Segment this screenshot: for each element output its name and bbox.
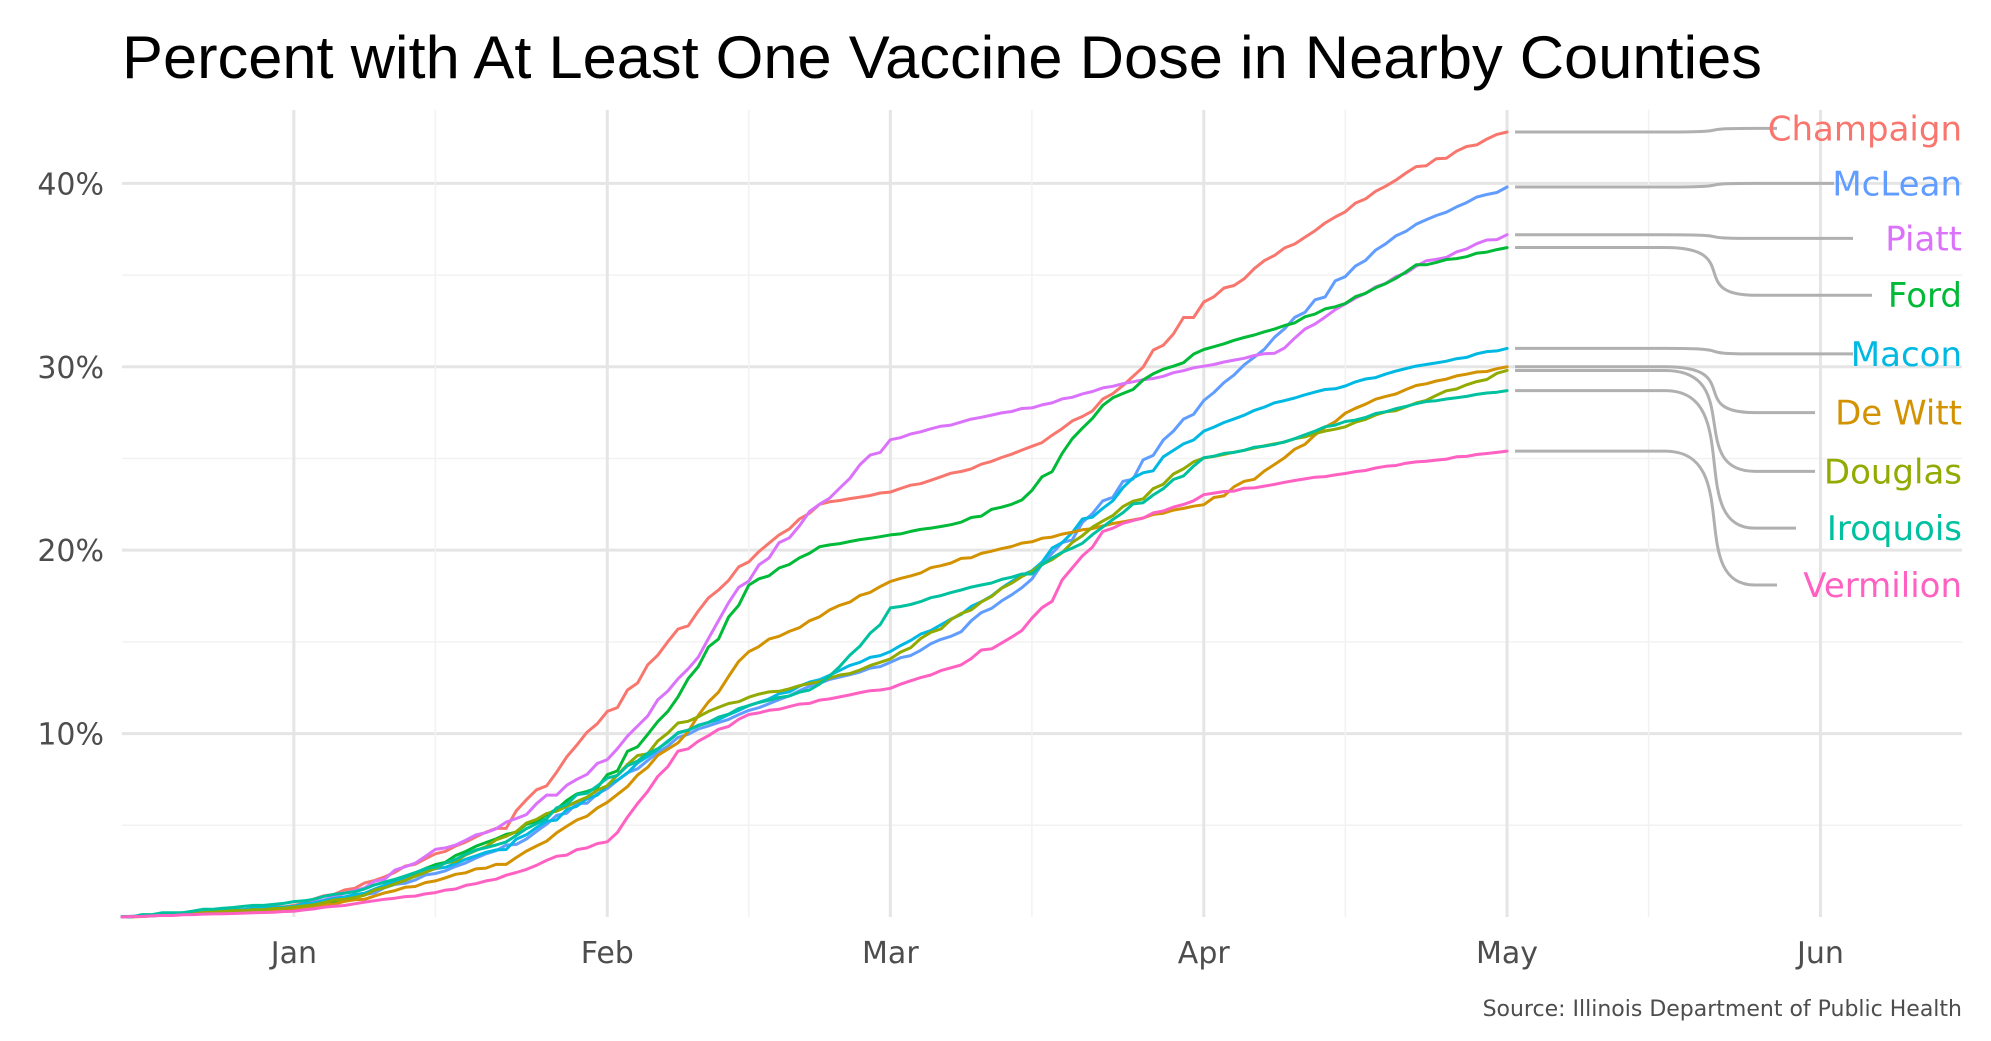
leader-line (1515, 346, 1853, 356)
leader-line (1515, 233, 1853, 240)
source-note: Source: Illinois Department of Public He… (1483, 997, 1962, 1022)
leader-line (1515, 246, 1872, 297)
series-line-vermilion (120, 449, 1509, 919)
x-tick-label: Apr (1178, 936, 1231, 971)
series-label: Ford (1888, 276, 1962, 316)
series-line-douglas (120, 368, 1509, 919)
leader-line (1515, 181, 1834, 189)
x-tick-label: May (1476, 936, 1538, 971)
leader-line (1515, 449, 1777, 587)
series-label: McLean (1832, 164, 1962, 204)
series-line-macon (120, 346, 1509, 919)
y-tick-label: 30% (37, 351, 104, 386)
series-line-champaign (120, 130, 1509, 919)
series-labels: Champaign McLean Piatt Ford Macon De Witt Doug… (1768, 109, 1962, 606)
chart-title: Percent with At Least One Vaccine Dose i… (122, 24, 1762, 91)
label-leader-lines (1515, 126, 1872, 587)
series-lines (120, 130, 1509, 919)
leader-line (1515, 126, 1777, 134)
x-tick-label: Jan (269, 936, 317, 971)
x-tick-label: Jun (1795, 936, 1844, 971)
y-tick-label: 40% (37, 167, 104, 202)
series-label: Piatt (1885, 219, 1962, 259)
leader-line (1515, 389, 1796, 530)
gridlines (122, 110, 1962, 917)
series-label: Macon (1851, 335, 1962, 375)
series-line-ford (120, 246, 1509, 919)
series-label: Vermilion (1803, 566, 1962, 606)
series-label: De Witt (1835, 394, 1962, 434)
x-tick-label: Mar (862, 936, 919, 971)
series-label: Douglas (1824, 452, 1962, 492)
leader-line (1515, 365, 1815, 415)
series-line-piatt (120, 233, 1509, 919)
x-axis-tick-labels: Jan Feb Mar Apr May Jun (269, 936, 1844, 971)
series-line-mclean (120, 185, 1509, 919)
y-tick-label: 10% (37, 718, 104, 753)
series-label: Iroquois (1827, 509, 1962, 549)
y-tick-label: 20% (37, 534, 104, 569)
series-line-iroquois (120, 389, 1509, 919)
y-axis-tick-labels: 10% 20% 30% 40% (37, 167, 104, 752)
leader-line (1515, 368, 1815, 473)
series-line-de-witt (120, 365, 1509, 919)
series-label: Champaign (1768, 109, 1962, 149)
x-tick-label: Feb (581, 936, 634, 971)
